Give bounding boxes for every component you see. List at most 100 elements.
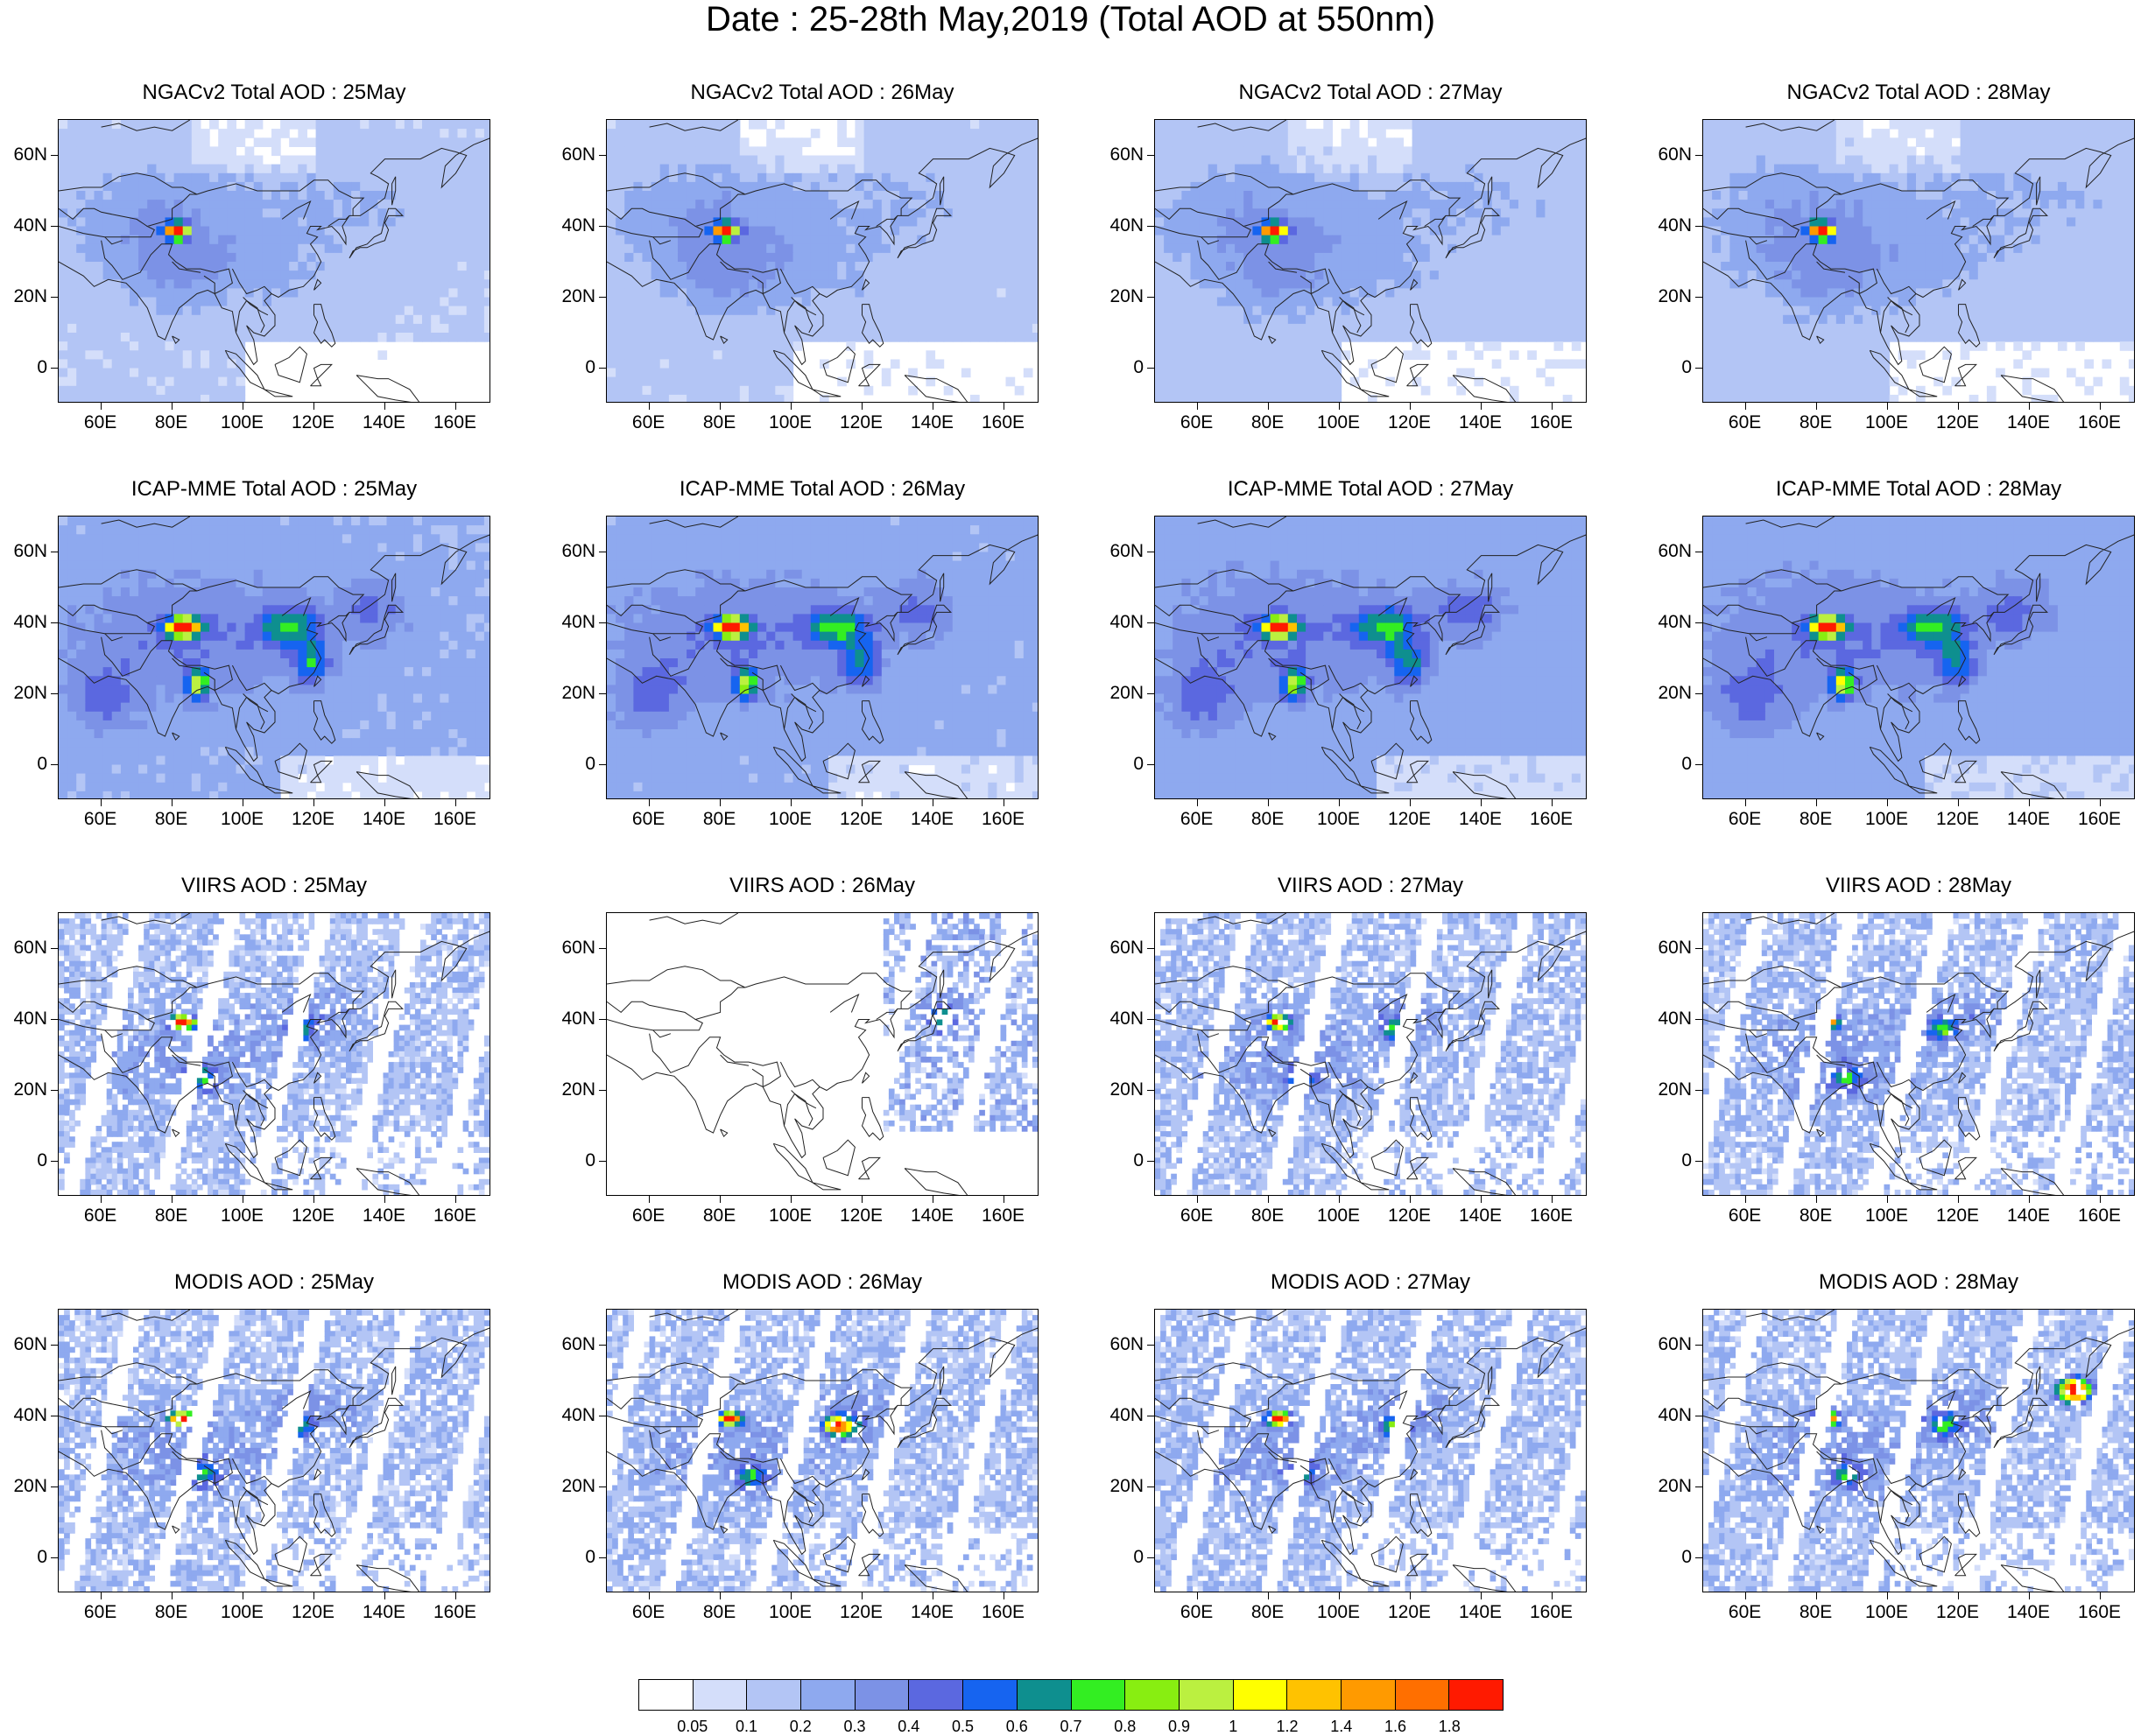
latitude-tick — [599, 1161, 606, 1163]
latitude-label: 40N — [7, 216, 47, 235]
coastline — [863, 1098, 884, 1141]
latitude-tick — [1147, 1090, 1154, 1092]
aod-map-panel — [58, 912, 490, 1196]
latitude-tick — [1147, 226, 1154, 228]
longitude-tick — [313, 1196, 315, 1203]
panel-title: VIIRS AOD : 25May — [0, 874, 554, 898]
latitude-tick — [51, 1557, 58, 1559]
longitude-label: 80E — [694, 413, 746, 432]
longitude-label: 80E — [1790, 413, 1842, 432]
latitude-tick — [599, 297, 606, 299]
longitude-label: 60E — [623, 1603, 675, 1622]
latitude-tick — [599, 1416, 606, 1417]
latitude-label: 20N — [7, 1477, 47, 1496]
aod-field — [607, 517, 1039, 799]
latitude-tick — [1147, 1019, 1154, 1021]
coastline — [813, 1183, 841, 1190]
longitude-label: 100E — [216, 810, 269, 829]
latitude-label: 20N — [7, 1080, 47, 1100]
latitude-tick — [1147, 297, 1154, 299]
latitude-label: 60N — [555, 145, 595, 165]
colorbar — [638, 1679, 1504, 1711]
longitude-tick — [455, 1592, 457, 1599]
longitude-label: 160E — [429, 1206, 482, 1226]
coastline — [264, 390, 292, 397]
longitude-label: 140E — [358, 1603, 411, 1622]
latitude-label: 0 — [555, 1548, 595, 1567]
latitude-tick — [599, 1486, 606, 1488]
latitude-label: 60N — [1652, 938, 1692, 958]
longitude-tick — [1745, 1196, 1747, 1203]
longitude-label: 100E — [216, 1206, 269, 1226]
longitude-tick — [1481, 1196, 1483, 1203]
latitude-label: 20N — [1103, 1080, 1144, 1100]
longitude-tick — [1004, 799, 1005, 806]
latitude-label: 20N — [1652, 1080, 1692, 1100]
coastline — [607, 973, 912, 1030]
longitude-label: 160E — [2074, 413, 2126, 432]
latitude-label: 40N — [1103, 216, 1144, 235]
colorbar-swatch — [1018, 1680, 1072, 1710]
latitude-tick — [1695, 1090, 1702, 1092]
longitude-label: 80E — [1242, 1206, 1294, 1226]
latitude-label: 0 — [1652, 358, 1692, 377]
panel-title: ICAP-MME Total AOD : 26May — [542, 477, 1102, 502]
aod-field — [607, 913, 1039, 1196]
coastline — [1453, 1565, 1517, 1592]
latitude-tick — [1695, 1486, 1702, 1488]
longitude-tick — [720, 1592, 722, 1599]
longitude-tick — [720, 799, 722, 806]
longitude-tick — [862, 799, 863, 806]
longitude-label: 60E — [1719, 1603, 1771, 1622]
longitude-tick — [862, 403, 863, 410]
longitude-label: 80E — [145, 810, 198, 829]
latitude-label: 60N — [1652, 1335, 1692, 1354]
longitude-tick — [243, 1592, 244, 1599]
longitude-tick — [1958, 1592, 1960, 1599]
coastline — [105, 1427, 123, 1434]
longitude-label: 60E — [74, 1603, 127, 1622]
longitude-label: 60E — [1171, 1206, 1223, 1226]
longitude-label: 100E — [1861, 413, 1913, 432]
latitude-label: 60N — [1103, 938, 1144, 958]
latitude-label: 60N — [7, 542, 47, 561]
longitude-tick — [172, 1196, 173, 1203]
longitude-tick — [1816, 1592, 1818, 1599]
latitude-tick — [1147, 764, 1154, 766]
latitude-tick — [599, 552, 606, 553]
coastline — [721, 1129, 728, 1136]
coastline — [356, 376, 420, 403]
latitude-tick — [1695, 1557, 1702, 1559]
latitude-tick — [51, 1486, 58, 1488]
latitude-tick — [599, 155, 606, 157]
colorbar-swatch — [963, 1680, 1018, 1710]
longitude-label: 100E — [1313, 413, 1365, 432]
longitude-tick — [933, 799, 934, 806]
longitude-label: 160E — [1525, 810, 1578, 829]
longitude-tick — [1481, 799, 1483, 806]
latitude-label: 20N — [7, 684, 47, 703]
latitude-tick — [599, 1090, 606, 1092]
longitude-label: 120E — [1384, 1206, 1436, 1226]
latitude-label: 40N — [1103, 1009, 1144, 1029]
latitude-label: 60N — [1103, 1335, 1144, 1354]
latitude-tick — [1147, 155, 1154, 157]
longitude-label: 120E — [1384, 1603, 1436, 1622]
latitude-label: 40N — [7, 1009, 47, 1029]
longitude-label: 100E — [764, 810, 817, 829]
longitude-label: 160E — [2074, 810, 2126, 829]
aod-field — [59, 913, 490, 1196]
longitude-label: 120E — [287, 413, 340, 432]
longitude-label: 80E — [1242, 1603, 1294, 1622]
longitude-tick — [1268, 799, 1270, 806]
longitude-tick — [791, 1592, 792, 1599]
longitude-tick — [1268, 1196, 1270, 1203]
longitude-tick — [172, 403, 173, 410]
colorbar-swatch — [1125, 1680, 1180, 1710]
latitude-tick — [1695, 226, 1702, 228]
colorbar-swatch — [1396, 1680, 1450, 1710]
aod-map-panel — [58, 516, 490, 799]
longitude-tick — [1410, 1592, 1412, 1599]
latitude-label: 60N — [1103, 542, 1144, 561]
longitude-label: 160E — [1525, 413, 1578, 432]
